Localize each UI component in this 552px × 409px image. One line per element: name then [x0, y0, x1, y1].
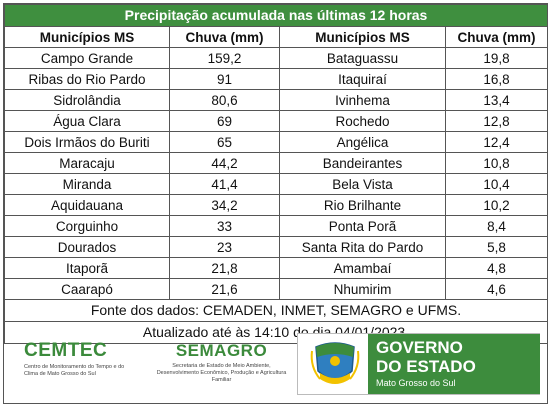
- table-row: Miranda 41,4 Bela Vista 10,4: [4, 173, 548, 195]
- municipio-cell: Rochedo: [279, 110, 446, 132]
- chuva-cell: 44,2: [169, 152, 280, 174]
- chuva-cell: 12,8: [445, 110, 548, 132]
- chuva-cell: 33: [169, 215, 280, 237]
- chuva-cell: 80,6: [169, 89, 280, 111]
- chuva-cell: 23: [169, 236, 280, 258]
- state-crest-icon: [310, 342, 360, 384]
- header-chuva-1: Chuva (mm): [169, 26, 280, 48]
- municipio-cell: Ivinhema: [279, 89, 446, 111]
- chuva-cell: 21,8: [169, 257, 280, 279]
- municipio-cell: Amambaí: [279, 257, 446, 279]
- cemtec-logo: CEMTEC Centro de Monitoramento do Tempo …: [24, 341, 134, 378]
- municipio-cell: Ponta Porã: [279, 215, 446, 237]
- table-row: Dois Irmãos do Buriti 65 Angélica 12,4: [4, 131, 548, 153]
- chuva-cell: 41,4: [169, 173, 280, 195]
- municipio-cell: Itaporã: [4, 257, 170, 279]
- chuva-cell: 65: [169, 131, 280, 153]
- chuva-cell: 13,4: [445, 89, 548, 111]
- municipio-cell: Angélica: [279, 131, 446, 153]
- table-row: Aquidauana 34,2 Rio Brilhante 10,2: [4, 194, 548, 216]
- source-note: Fonte dos dados: CEMADEN, INMET, SEMAGRO…: [4, 299, 548, 322]
- table-row: Ribas do Rio Pardo 91 Itaquiraí 16,8: [4, 68, 548, 90]
- table-title: Precipitação acumulada nas últimas 12 ho…: [4, 4, 548, 27]
- chuva-cell: 159,2: [169, 47, 280, 69]
- municipio-cell: Santa Rita do Pardo: [279, 236, 446, 258]
- governo-line-1: GOVERNO: [376, 338, 463, 357]
- municipio-cell: Dois Irmãos do Buriti: [4, 131, 170, 153]
- chuva-cell: 4,6: [445, 278, 548, 300]
- municipio-cell: Caarapó: [4, 278, 170, 300]
- municipio-cell: Campo Grande: [4, 47, 170, 69]
- header-chuva-2: Chuva (mm): [445, 26, 548, 48]
- chuva-cell: 8,4: [445, 215, 548, 237]
- semagro-name: SEMAGRO: [175, 341, 268, 360]
- chuva-cell: 16,8: [445, 68, 548, 90]
- governo-line-3: Mato Grosso do Sul: [376, 378, 456, 388]
- rainfall-table: Precipitação acumulada nas últimas 12 ho…: [4, 4, 548, 344]
- cemtec-name: CEMTEC: [24, 340, 108, 361]
- municipio-cell: Ribas do Rio Pardo: [4, 68, 170, 90]
- governo-wordmark: GOVERNO DO ESTADO Mato Grosso do Sul: [368, 334, 540, 394]
- municipio-cell: Sidrolândia: [4, 89, 170, 111]
- chuva-cell: 12,4: [445, 131, 548, 153]
- table-row: Água Clara 69 Rochedo 12,8: [4, 110, 548, 132]
- table-row: Sidrolândia 80,6 Ivinhema 13,4: [4, 89, 548, 111]
- chuva-cell: 5,8: [445, 236, 548, 258]
- table-row: Campo Grande 159,2 Bataguassu 19,8: [4, 47, 548, 69]
- governo-line-2: DO ESTADO: [376, 357, 476, 376]
- semagro-logo: SEMAGRO Secretaria de Estado de Meio Amb…: [154, 341, 289, 384]
- municipio-cell: Miranda: [4, 173, 170, 195]
- municipio-cell: Bandeirantes: [279, 152, 446, 174]
- municipio-cell: Maracaju: [4, 152, 170, 174]
- governo-logo: GOVERNO DO ESTADO Mato Grosso do Sul: [297, 333, 540, 395]
- table-row: Caarapó 21,6 Nhumirim 4,6: [4, 278, 548, 300]
- municipio-cell: Dourados: [4, 236, 170, 258]
- logo-strip: CEMTEC Centro de Monitoramento do Tempo …: [4, 326, 547, 404]
- municipio-cell: Rio Brilhante: [279, 194, 446, 216]
- municipio-cell: Corguinho: [4, 215, 170, 237]
- chuva-cell: 4,8: [445, 257, 548, 279]
- cemtec-subtitle: Centro de Monitoramento do Tempo e do Cl…: [24, 364, 125, 377]
- chuva-cell: 34,2: [169, 194, 280, 216]
- chuva-cell: 10,2: [445, 194, 548, 216]
- municipio-cell: Nhumirim: [279, 278, 446, 300]
- footer-row: Fonte dos dados: CEMADEN, INMET, SEMAGRO…: [4, 299, 548, 322]
- table-row: Maracaju 44,2 Bandeirantes 10,8: [4, 152, 548, 174]
- chuva-cell: 10,4: [445, 173, 548, 195]
- header-municipio-1: Municípios MS: [4, 26, 170, 48]
- chuva-cell: 21,6: [169, 278, 280, 300]
- table-row: Dourados 23 Santa Rita do Pardo 5,8: [4, 236, 548, 258]
- rainfall-report: Precipitação acumulada nas últimas 12 ho…: [3, 3, 548, 404]
- chuva-cell: 10,8: [445, 152, 548, 174]
- table-row: Itaporã 21,8 Amambaí 4,8: [4, 257, 548, 279]
- chuva-cell: 19,8: [445, 47, 548, 69]
- municipio-cell: Aquidauana: [4, 194, 170, 216]
- municipio-cell: Água Clara: [4, 110, 170, 132]
- header-municipio-2: Municípios MS: [279, 26, 446, 48]
- semagro-subtitle: Secretaria de Estado de Meio Ambiente, D…: [156, 363, 287, 383]
- chuva-cell: 91: [169, 68, 280, 90]
- municipio-cell: Bataguassu: [279, 47, 446, 69]
- municipio-cell: Itaquiraí: [279, 68, 446, 90]
- chuva-cell: 69: [169, 110, 280, 132]
- table-row: Corguinho 33 Ponta Porã 8,4: [4, 215, 548, 237]
- municipio-cell: Bela Vista: [279, 173, 446, 195]
